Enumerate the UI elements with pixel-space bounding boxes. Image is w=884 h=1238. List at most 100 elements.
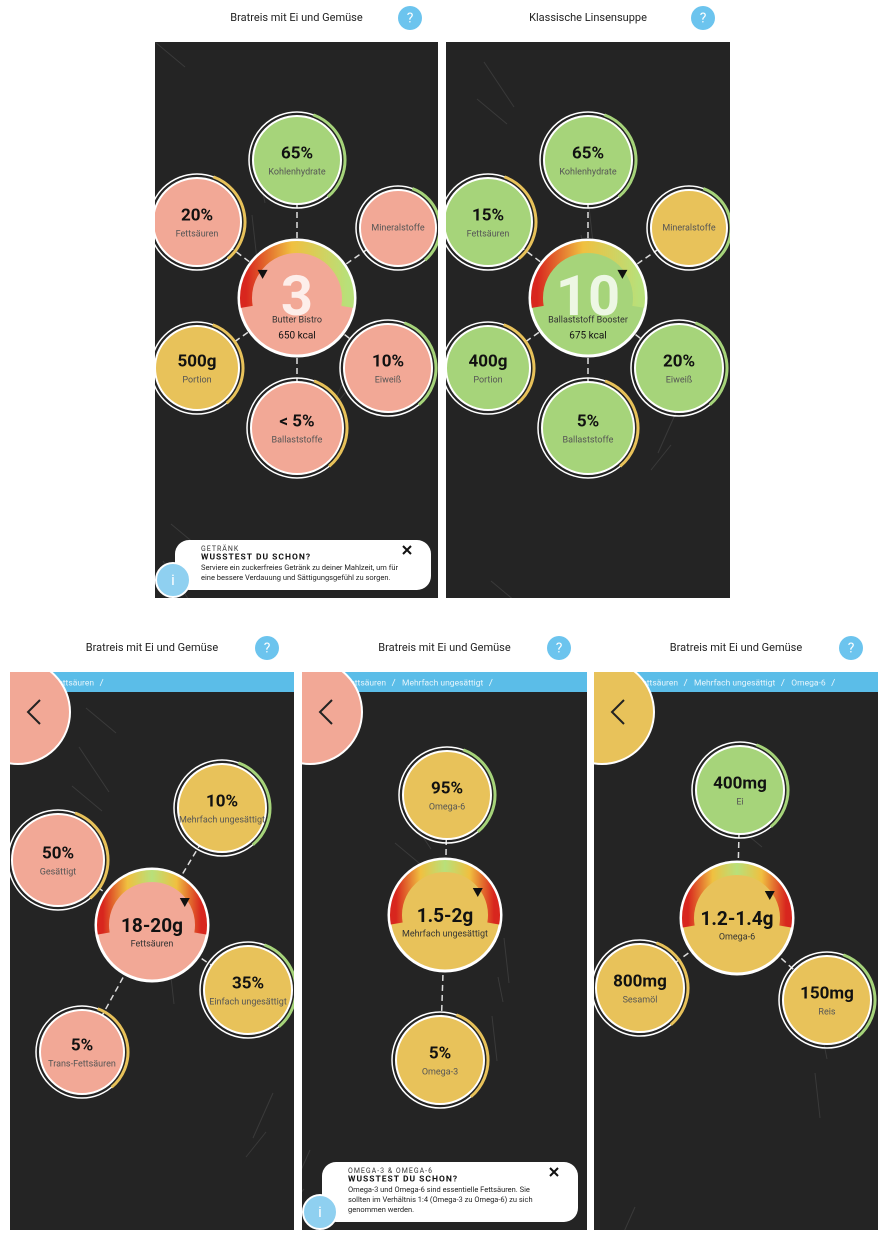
node-gauge-arc	[455, 1013, 490, 1098]
score: 10	[556, 263, 620, 329]
node-label: Eiweiß	[666, 375, 692, 385]
bg-line	[71, 785, 103, 812]
help-button[interactable]	[691, 6, 715, 30]
node-label: Mehrfach ungesättigt	[179, 815, 265, 825]
bg-line	[490, 580, 513, 598]
nutrient-node[interactable]	[782, 955, 872, 1045]
node-ring	[199, 941, 294, 1039]
nutrient-node[interactable]	[444, 177, 533, 267]
node-value: 400g	[469, 351, 508, 371]
nutrient-node[interactable]	[177, 763, 267, 853]
info-icon: i	[318, 1203, 322, 1221]
node-label: Omega-3	[422, 1067, 458, 1077]
breadcrumb-item[interactable]: Fettsäuren	[346, 678, 387, 688]
bg-line	[302, 1149, 311, 1170]
node-value: 10%	[206, 791, 238, 811]
breadcrumb-item[interactable]: Mehrfach ungesättigt	[694, 678, 775, 688]
breadcrumb-item[interactable]: Fettsäuren	[54, 678, 95, 688]
node-label: Fettsäuren	[467, 229, 510, 239]
breadcrumb-bar	[302, 672, 587, 692]
bg-line	[251, 214, 258, 261]
gauge-marker	[764, 891, 775, 901]
bg-line	[587, 197, 594, 244]
node-gauge-arc	[263, 943, 294, 1028]
nutrient-node[interactable]	[203, 945, 293, 1035]
info-icon-bg	[155, 562, 191, 598]
breadcrumb-item[interactable]: Omega-6	[791, 678, 826, 688]
nutrient-node[interactable]	[395, 1015, 485, 1105]
node-gauge-arc	[702, 187, 730, 262]
node-gauge-arc	[411, 187, 438, 262]
node-label: Mineralstoffe	[662, 223, 716, 233]
node-gauge-arc	[212, 175, 247, 260]
help-button[interactable]	[839, 636, 863, 660]
node-value: 150mg	[800, 983, 854, 1003]
breadcrumb-separator	[488, 678, 493, 687]
nutrient-node[interactable]	[39, 1009, 125, 1095]
nutrient-node[interactable]	[634, 323, 724, 413]
center-label: Mehrfach ungesättigt	[402, 929, 488, 939]
center-node[interactable]	[387, 857, 503, 973]
tip-text: sollten im Verhältnis 1:4 (Omega-3 zu Om…	[348, 1195, 533, 1204]
score-gauge	[390, 860, 500, 925]
nutrient-node[interactable]	[543, 115, 633, 205]
nutrient-node[interactable]	[252, 115, 342, 205]
help-icon: ?	[700, 11, 707, 27]
breadcrumb-item[interactable]: Fettsäuren	[638, 678, 679, 688]
back-button[interactable]	[0, 660, 71, 765]
back-button[interactable]	[550, 660, 655, 765]
profile-name: Ballaststoff Booster	[548, 315, 628, 325]
bg-line	[814, 1072, 821, 1119]
nutrient-node[interactable]	[695, 745, 785, 835]
help-button[interactable]	[547, 636, 571, 660]
tip-close[interactable]	[402, 545, 412, 555]
node-value: 65%	[281, 143, 313, 163]
nutrient-node[interactable]	[343, 323, 433, 413]
nutrient-node[interactable]	[153, 177, 242, 267]
recipe-title: Klassische Linsensuppe	[529, 11, 647, 24]
nutrient-node[interactable]	[11, 813, 105, 907]
gauge-marker	[257, 269, 268, 279]
node-label: Omega-6	[429, 802, 465, 812]
center-node[interactable]	[679, 860, 795, 976]
node-label: Reis	[818, 1007, 836, 1017]
score-gauge	[531, 241, 645, 308]
breadcrumb-item[interactable]: Mehrfach ungesättigt	[402, 678, 483, 688]
nutrient-node[interactable]	[155, 325, 240, 411]
node-value: 15%	[472, 205, 504, 225]
nutrient-node[interactable]	[250, 381, 344, 475]
recipe-title: Bratreis mit Ei und Gemüse	[378, 641, 511, 654]
score-gauge	[97, 870, 207, 935]
help-icon: ?	[556, 641, 563, 657]
back-arrow	[26, 699, 41, 725]
info-icon-bg	[302, 1194, 338, 1230]
nutrient-node[interactable]	[359, 189, 437, 267]
help-button[interactable]	[255, 636, 279, 660]
tip-text: eine bessere Verdauung und Sättigungsgef…	[201, 573, 390, 582]
help-button[interactable]	[398, 6, 422, 30]
tip-close[interactable]	[549, 1167, 559, 1177]
center-value: 1.2-1.4g	[701, 907, 774, 930]
center-node[interactable]	[237, 238, 357, 358]
breadcrumb-separator	[780, 678, 785, 687]
node-label: Fettsäuren	[176, 229, 219, 239]
nutrient-node[interactable]	[402, 750, 492, 840]
bg-line	[483, 61, 515, 108]
back-button[interactable]	[258, 660, 363, 765]
gauge-marker	[179, 898, 190, 908]
tip-card	[322, 1162, 578, 1222]
breadcrumb-separator	[831, 678, 835, 687]
nutrient-node[interactable]	[595, 943, 685, 1033]
node-value: 800mg	[613, 971, 667, 991]
nutrient-node[interactable]	[446, 325, 531, 411]
node-value: 95%	[431, 778, 463, 798]
node-label: Portion	[473, 375, 502, 385]
nutrient-node[interactable]	[541, 381, 635, 475]
center-node[interactable]	[94, 867, 210, 983]
tip-heading: WUSSTEST DU SCHON?	[201, 552, 311, 562]
nutrient-node[interactable]	[650, 189, 728, 267]
node-gauge-arc	[694, 321, 729, 406]
center-node[interactable]	[528, 238, 648, 358]
node-gauge-arc	[755, 743, 790, 828]
